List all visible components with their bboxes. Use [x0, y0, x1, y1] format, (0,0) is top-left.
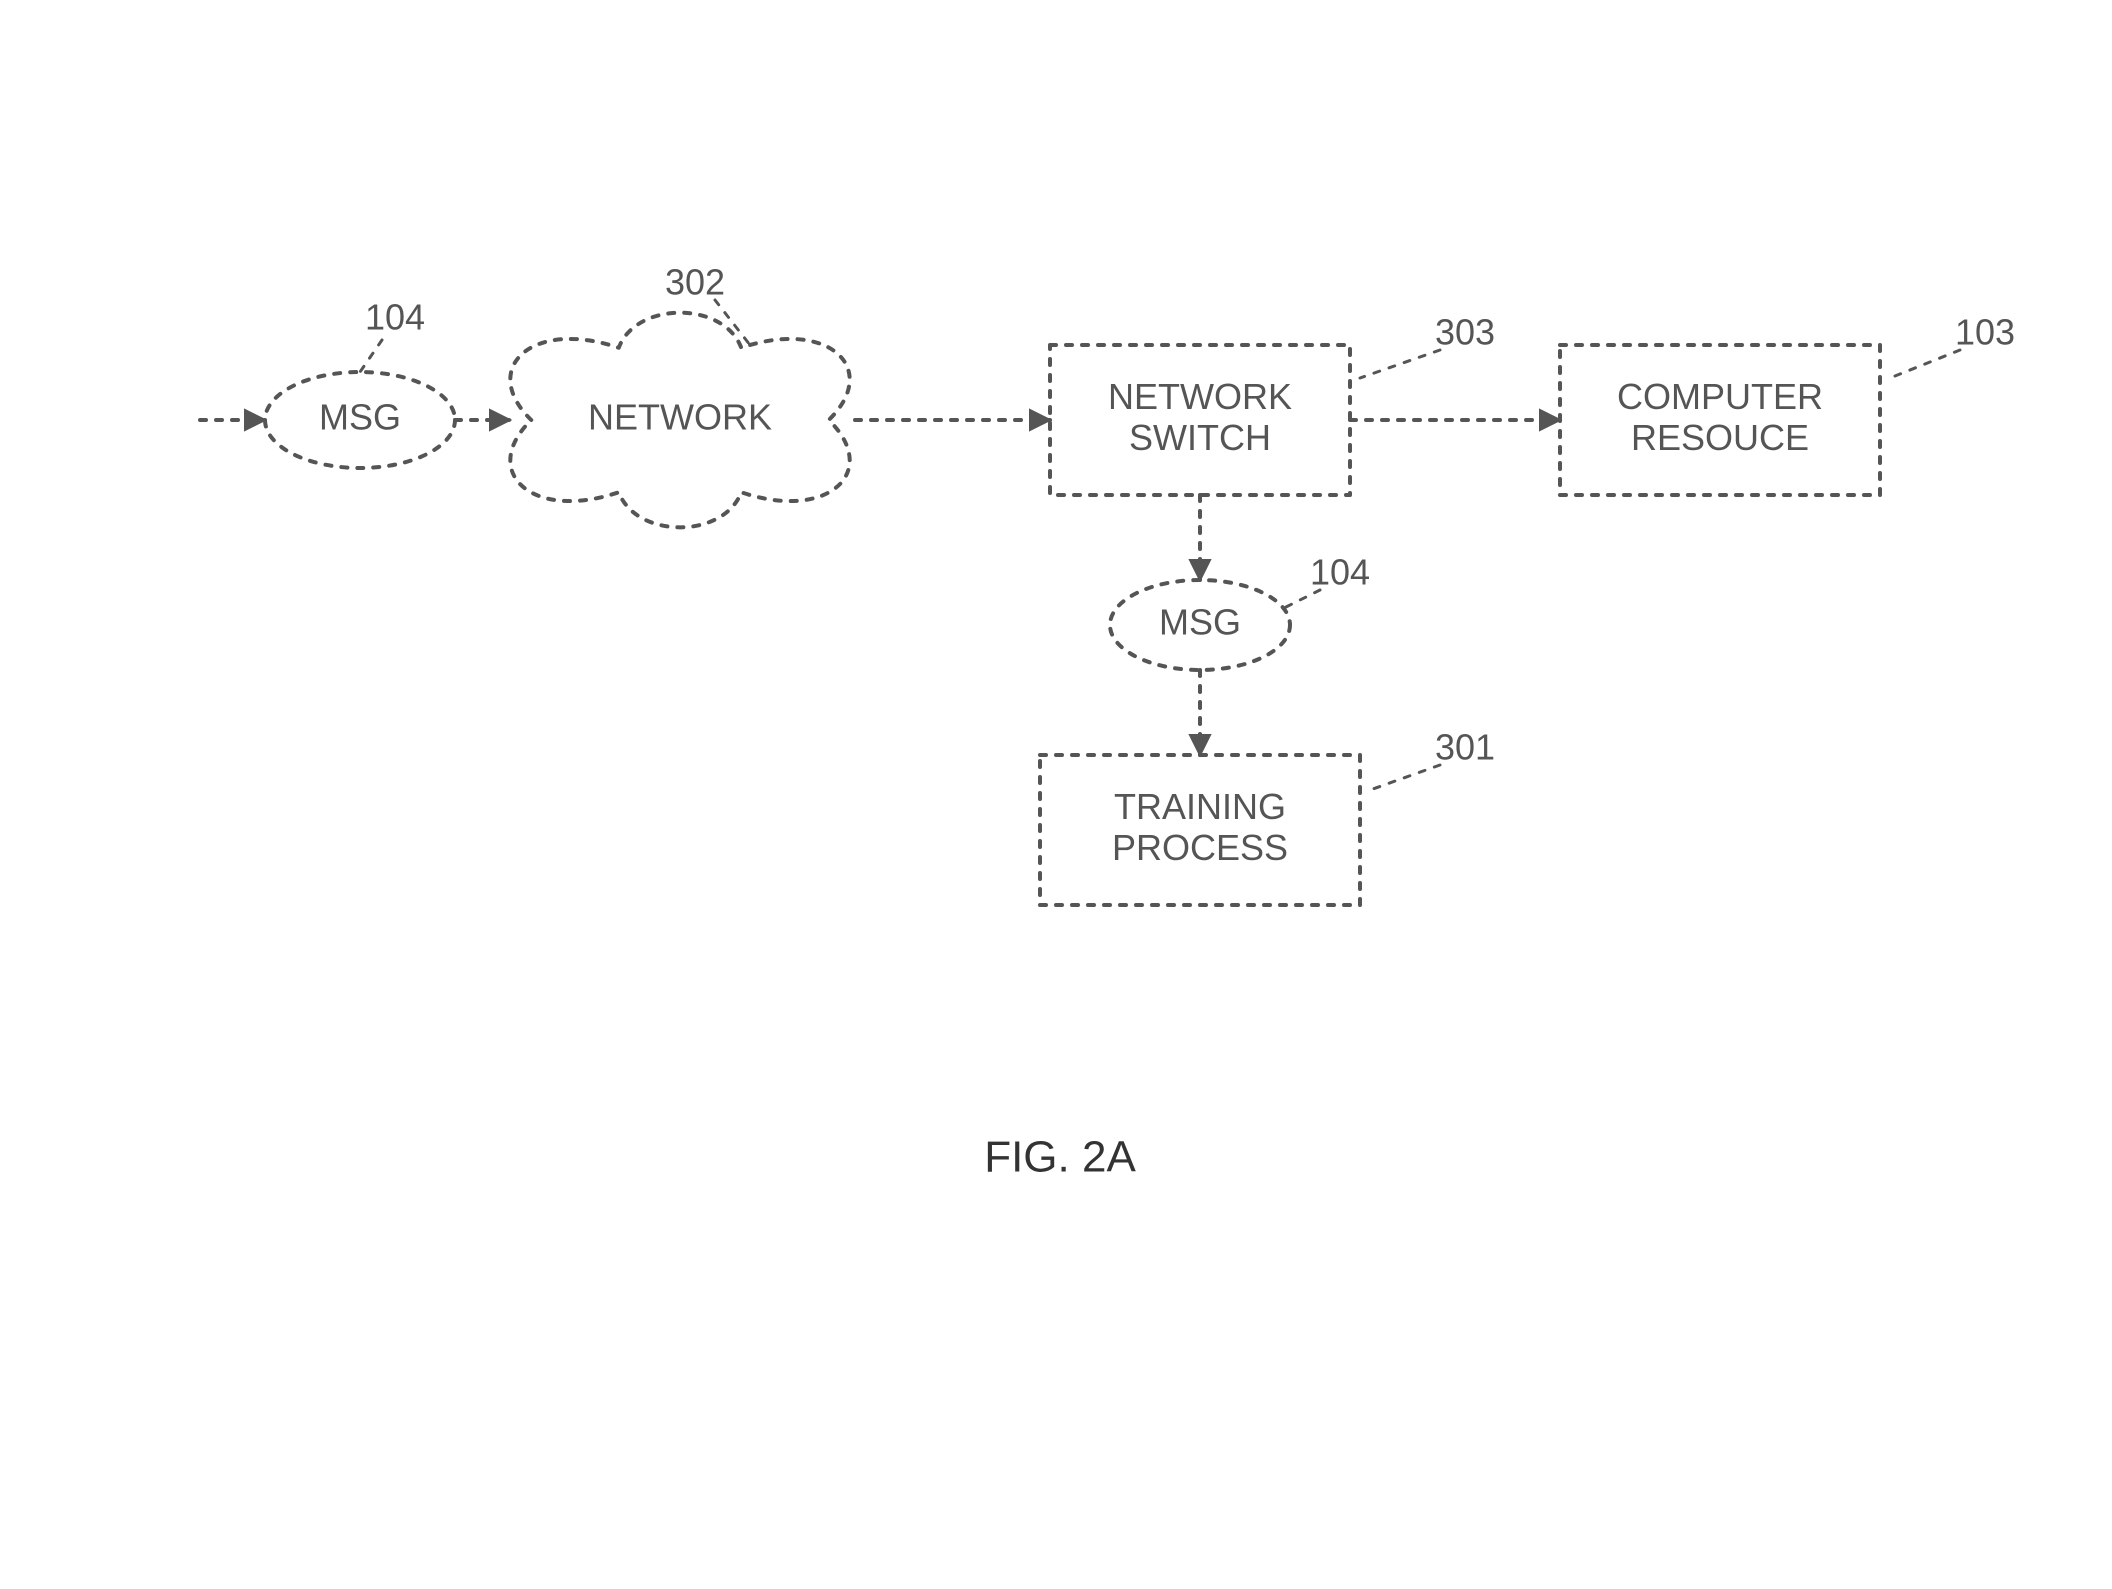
reference-label: 103 [1890, 312, 2015, 378]
reference-label: 104 [360, 297, 425, 372]
reference-label: 303 [1360, 312, 1495, 378]
reference-label-text: 104 [365, 297, 425, 338]
node-resource-text: COMPUTER [1617, 376, 1823, 417]
node-train: TRAININGPROCESS [1040, 755, 1360, 905]
nodes: MSGNETWORKNETWORKSWITCHCOMPUTERRESOUCEMS… [265, 313, 1880, 905]
reference-labels: 104 302 303 103 104 301 [360, 262, 2015, 790]
reference-label-text: 303 [1435, 312, 1495, 353]
node-msg1: MSG [265, 372, 455, 468]
node-train-text: PROCESS [1112, 827, 1288, 868]
reference-label-text: 301 [1435, 727, 1495, 768]
node-msg2-text: MSG [1159, 602, 1241, 643]
node-train-text: TRAINING [1114, 786, 1286, 827]
reference-label-text: 103 [1955, 312, 2015, 353]
node-switch-text: NETWORK [1108, 376, 1292, 417]
reference-label-text: 104 [1310, 552, 1370, 593]
figure-caption: FIG. 2A [984, 1133, 1136, 1182]
node-switch: NETWORKSWITCH [1050, 345, 1350, 495]
node-network: NETWORK [510, 313, 849, 528]
reference-label: 302 [665, 262, 750, 345]
node-resource-text: RESOUCE [1631, 417, 1809, 458]
node-switch-text: SWITCH [1129, 417, 1271, 458]
node-resource: COMPUTERRESOUCE [1560, 345, 1880, 495]
node-msg2: MSG [1110, 580, 1290, 670]
reference-label-text: 302 [665, 262, 725, 303]
reference-label: 104 [1280, 552, 1370, 610]
reference-label: 301 [1370, 727, 1495, 790]
node-msg1-text: MSG [319, 397, 401, 438]
node-network-text: NETWORK [588, 397, 772, 438]
